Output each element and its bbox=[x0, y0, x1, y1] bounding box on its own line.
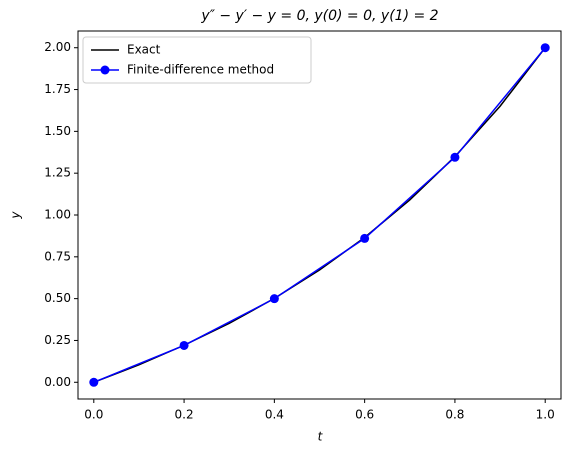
chart-title: y″ − y′ − y = 0, y(0) = 0, y(1) = 2 bbox=[200, 8, 438, 24]
y-tick-label: 1.25 bbox=[44, 166, 71, 180]
x-axis-label: t bbox=[318, 430, 324, 444]
series-line bbox=[93, 47, 546, 383]
point bbox=[360, 233, 370, 243]
x-tick-label: 0.8 bbox=[445, 408, 464, 422]
x-tick-label: 0.0 bbox=[84, 408, 103, 422]
point bbox=[450, 152, 460, 162]
x-tick-label: 0.2 bbox=[175, 408, 194, 422]
y-axis-label: y bbox=[9, 211, 23, 220]
series-line bbox=[93, 47, 546, 383]
y-tick-label: 1.75 bbox=[44, 82, 71, 96]
y-tick-label: 1.00 bbox=[44, 208, 71, 222]
y-tick-label: 2.00 bbox=[44, 40, 71, 54]
legend-label: Exact bbox=[127, 43, 161, 57]
y-tick-label: 0.00 bbox=[44, 375, 71, 389]
x-tick-label: 1.0 bbox=[536, 408, 555, 422]
legend-label: Finite-difference method bbox=[127, 63, 274, 77]
point bbox=[269, 294, 279, 304]
x-tick-label: 0.4 bbox=[265, 408, 284, 422]
y-tick-label: 0.25 bbox=[44, 333, 71, 347]
point bbox=[540, 43, 550, 53]
point bbox=[89, 377, 99, 387]
y-tick-label: 0.75 bbox=[44, 249, 71, 263]
x-tick-label: 0.6 bbox=[355, 408, 374, 422]
legend-marker bbox=[100, 65, 110, 75]
legend-box bbox=[82, 36, 312, 84]
plot-frame bbox=[77, 30, 562, 400]
y-tick-label: 0.50 bbox=[44, 291, 71, 305]
y-tick-label: 1.50 bbox=[44, 124, 71, 138]
point bbox=[179, 340, 189, 350]
